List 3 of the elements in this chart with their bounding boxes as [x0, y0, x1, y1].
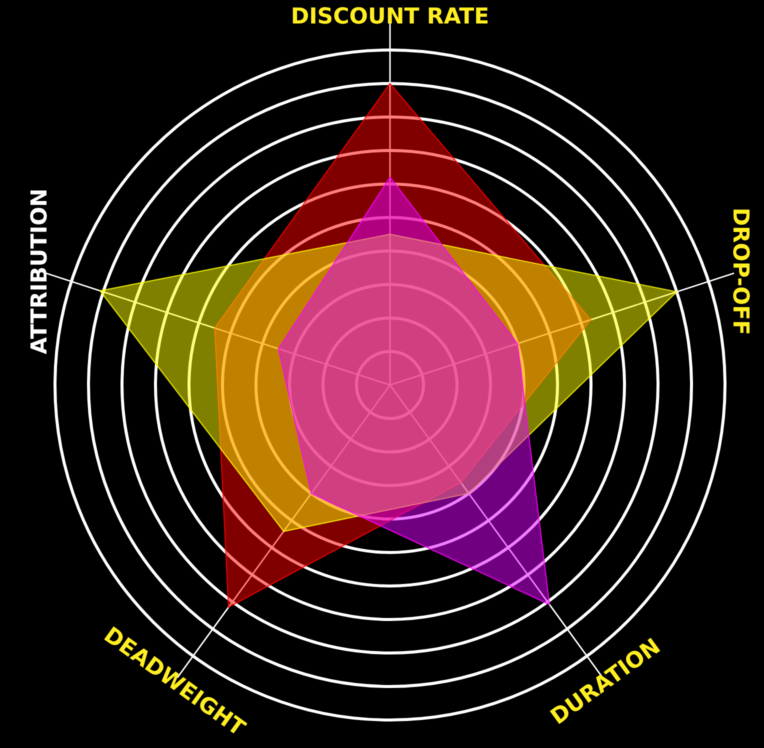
- spoke-label: ATTRIBUTION: [27, 188, 52, 354]
- spoke-label: DROP-OFF: [728, 208, 753, 336]
- spoke-label: DISCOUNT RATE: [290, 4, 490, 30]
